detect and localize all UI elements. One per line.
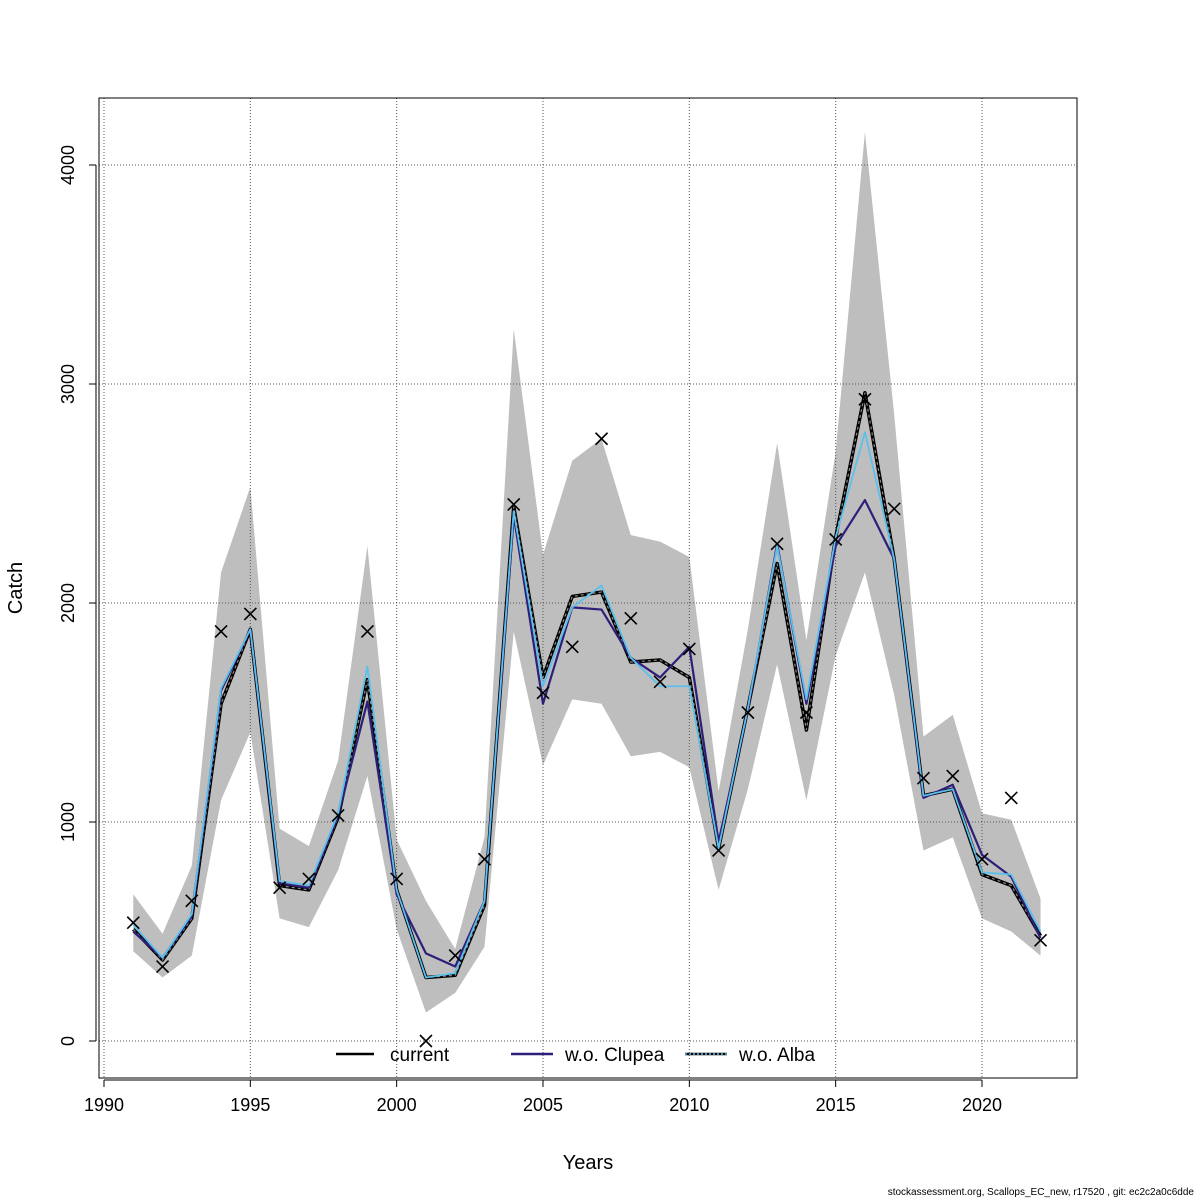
observed-point: [565, 640, 579, 654]
observed-point: [302, 872, 316, 886]
observed-point-stroke: [273, 881, 287, 895]
footer-credit: stockassessment.org, Scallops_EC_new, r1…: [887, 1187, 1194, 1198]
observed-point-stroke: [829, 532, 843, 547]
observed-point: [916, 771, 931, 785]
y-tick-label: 2000: [58, 583, 78, 623]
observed-point-stroke: [770, 537, 784, 551]
x-tick-label: 2020: [962, 1095, 1002, 1115]
observed-point-stroke: [155, 959, 170, 974]
y-tick-label: 3000: [58, 364, 78, 404]
observed-point: [829, 532, 843, 547]
legend-item: w.o. Clupea: [511, 1045, 665, 1066]
x-tick-label: 1995: [230, 1095, 270, 1115]
observed-point: [477, 852, 492, 866]
legend-item: current: [336, 1045, 450, 1066]
legend-label: w.o. Alba: [738, 1045, 815, 1066]
observed-point: [214, 624, 228, 639]
legend: current w.o. Clupea w.o. Alba: [336, 1045, 815, 1066]
observed-point: [799, 705, 813, 720]
x-tick-label: 2000: [377, 1095, 417, 1115]
observed-points-layer: [126, 392, 1048, 1048]
observed-point: [448, 949, 462, 963]
observed-point: [1004, 791, 1018, 805]
plot-frame: [98, 97, 1078, 1079]
observed-point-stroke: [946, 769, 960, 783]
observed-point: [741, 705, 755, 720]
observed-point: [1033, 933, 1048, 947]
x-tick-label: 2010: [669, 1095, 709, 1115]
observed-point: [975, 852, 989, 866]
observed-point-stroke: [390, 872, 404, 886]
x-axis-title: Years: [563, 1152, 613, 1174]
observed-point: [887, 502, 901, 516]
observed-point: [653, 675, 667, 689]
observed-point-stroke: [565, 640, 579, 654]
observed-point-stroke: [302, 872, 316, 886]
observed-point-stroke: [712, 843, 726, 858]
series-layer: [132, 391, 1043, 980]
observed-point-stroke: [507, 497, 521, 512]
observed-point: [770, 537, 784, 551]
observed-point-stroke: [799, 705, 813, 720]
observed-point: [155, 959, 170, 974]
x-tick-label: 2005: [523, 1095, 563, 1115]
observed-point: [126, 916, 140, 930]
y-axis-title: Catch: [5, 562, 27, 614]
y-tick-label: 1000: [58, 802, 78, 842]
observed-point-stroke: [916, 771, 931, 785]
confidence-band: [133, 132, 1041, 1013]
series-line-wo-clupea: [132, 498, 1042, 968]
observed-point-stroke: [594, 432, 609, 446]
observed-point-stroke: [887, 502, 901, 516]
observed-point: [185, 894, 199, 908]
observed-point: [594, 432, 609, 446]
legend-item: w.o. Alba: [685, 1045, 815, 1066]
observed-point-stroke: [741, 705, 755, 720]
observed-point: [682, 642, 696, 656]
observed-point-stroke: [1004, 791, 1018, 805]
observed-point: [273, 881, 287, 895]
observed-point: [946, 769, 960, 783]
observed-point-stroke: [243, 607, 257, 621]
x-tick-label: 2015: [816, 1095, 856, 1115]
observed-point-stroke: [536, 686, 550, 700]
series-line-current-dash: [132, 392, 1042, 979]
x-tick-label: 1990: [84, 1095, 124, 1115]
observed-point: [331, 808, 345, 822]
legend-label: w.o. Clupea: [564, 1045, 665, 1066]
legend-label: current: [390, 1045, 450, 1066]
observed-point: [390, 872, 404, 886]
observed-point-stroke: [331, 808, 345, 822]
observed-point: [858, 392, 872, 406]
observed-point-stroke: [477, 852, 492, 866]
observed-point-stroke: [653, 675, 667, 689]
observed-point-stroke: [624, 611, 638, 625]
observed-point-stroke: [185, 894, 199, 908]
observed-point: [419, 1034, 433, 1048]
observed-point: [243, 607, 257, 621]
observed-point-stroke: [126, 916, 140, 930]
observed-point: [536, 686, 550, 700]
observed-point-stroke: [360, 624, 374, 639]
observed-point-stroke: [1033, 933, 1048, 947]
observed-point: [624, 611, 638, 625]
y-tick-label: 0: [58, 1036, 78, 1046]
observed-point-stroke: [682, 642, 696, 656]
axes-layer: 1990 1995 2000 2005 2010 2015 2020 0 1000 2000 300…: [58, 145, 1002, 1115]
y-tick-label: 4000: [58, 145, 78, 185]
observed-point: [360, 624, 374, 639]
observed-point: [712, 843, 726, 858]
observed-point-stroke: [419, 1034, 433, 1048]
observed-point: [507, 497, 521, 512]
grid-layer: [99, 98, 1077, 1078]
observed-point-stroke: [858, 392, 872, 406]
observed-point-stroke: [448, 949, 462, 963]
confidence-band-layer: [133, 132, 1041, 1013]
observed-point-stroke: [975, 852, 989, 866]
observed-point-stroke: [214, 624, 228, 639]
